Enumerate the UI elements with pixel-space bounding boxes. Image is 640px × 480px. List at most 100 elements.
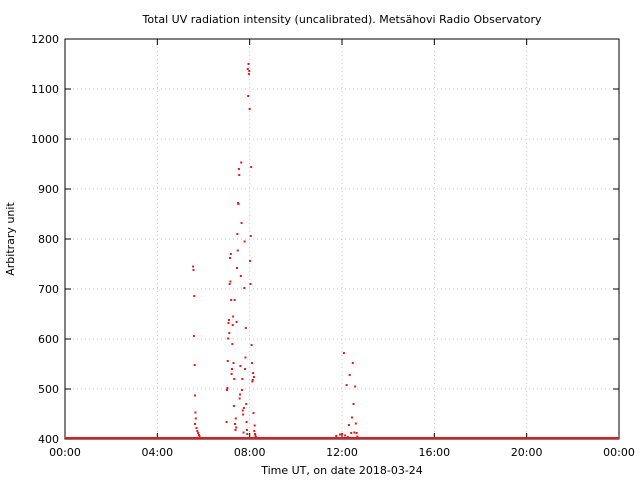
- data-point: [235, 426, 238, 429]
- data-point: [194, 423, 197, 425]
- data-point: [226, 387, 229, 389]
- data-point: [227, 319, 230, 321]
- data-point: [237, 168, 240, 170]
- data-point: [351, 362, 354, 364]
- data-point: [244, 368, 247, 370]
- data-point: [246, 68, 249, 70]
- data-point: [253, 430, 256, 432]
- data-point: [192, 269, 195, 271]
- data-point: [246, 433, 249, 435]
- data-point: [228, 332, 231, 334]
- data-point: [244, 327, 247, 329]
- data-point: [341, 433, 343, 435]
- data-point: [242, 431, 245, 434]
- data-point: [243, 240, 246, 243]
- data-point: [254, 433, 257, 435]
- data-point: [242, 407, 245, 409]
- y-tick-label: 1100: [31, 83, 59, 96]
- x-axis-label: Time UT, on date 2018-03-24: [260, 464, 423, 477]
- data-point: [345, 384, 348, 386]
- data-point: [227, 322, 230, 324]
- data-point: [356, 435, 359, 438]
- data-point: [232, 315, 235, 318]
- data-point: [253, 424, 256, 427]
- data-point: [235, 321, 238, 323]
- data-point: [230, 373, 233, 375]
- y-tick-label: 1000: [31, 133, 59, 146]
- data-point: [245, 429, 248, 431]
- x-tick-label: 08:00: [234, 446, 266, 459]
- data-point: [227, 337, 230, 340]
- data-point: [233, 299, 236, 301]
- data-point: [242, 413, 245, 416]
- data-point: [241, 409, 244, 412]
- y-tick-label: 800: [38, 233, 59, 246]
- data-point: [335, 435, 338, 437]
- data-point: [247, 73, 250, 75]
- x-tick-label: 20:00: [511, 446, 543, 459]
- data-point: [236, 233, 239, 235]
- data-point: [229, 257, 232, 259]
- grid: [65, 39, 619, 439]
- x-tick-label: 12:00: [326, 446, 358, 459]
- tick-labels: 400 500 600 700 800 900 1000 1100 1200 00:00 04:00…: [31, 33, 635, 459]
- data-point: [193, 364, 196, 366]
- data-point: [250, 344, 253, 346]
- data-point: [254, 436, 257, 438]
- data-point: [229, 253, 232, 255]
- data-point: [231, 343, 234, 345]
- data-point: [252, 376, 255, 378]
- data-point: [254, 434, 257, 437]
- data-point: [355, 432, 358, 434]
- data-point: [252, 372, 255, 374]
- data-point: [248, 70, 251, 72]
- data-point: [250, 166, 253, 168]
- y-tick-label: 400: [38, 433, 59, 446]
- series: [65, 63, 619, 439]
- data-point: [231, 324, 234, 326]
- x-tick-label: 16:00: [418, 446, 450, 459]
- data-point: [344, 434, 347, 437]
- x-tick-label: 00:00: [49, 446, 81, 459]
- y-axis-label: Arbitrary unit: [4, 202, 17, 276]
- data-point: [195, 427, 198, 429]
- chart-title: Total UV radiation intensity (uncalibrat…: [142, 13, 542, 26]
- data-point: [197, 432, 200, 434]
- data-point: [241, 378, 244, 380]
- data-point: [249, 283, 252, 285]
- data-point: [232, 362, 235, 364]
- y-tick-label: 1200: [31, 33, 59, 46]
- data-point: [353, 431, 356, 434]
- data-point: [339, 433, 342, 436]
- data-point: [240, 389, 243, 391]
- data-point: [350, 432, 353, 434]
- data-point: [245, 403, 248, 405]
- data-point: [193, 295, 196, 297]
- data-point: [194, 417, 197, 420]
- data-point: [240, 222, 243, 224]
- data-point: [346, 436, 349, 438]
- data-point: [236, 249, 239, 252]
- data-point: [351, 416, 354, 419]
- data-point: [347, 424, 350, 426]
- data-point: [239, 365, 242, 367]
- y-tick-label: 700: [38, 283, 59, 296]
- data-point: [248, 108, 251, 110]
- data-point: [225, 421, 228, 423]
- data-point: [238, 397, 241, 400]
- data-point: [230, 368, 233, 370]
- data-point: [196, 430, 199, 432]
- data-point: [352, 403, 355, 405]
- data-point: [194, 411, 197, 414]
- data-point: [194, 394, 197, 397]
- data-point: [249, 260, 252, 262]
- x-tick-label: 00:00: [603, 446, 635, 459]
- data-point: [228, 283, 231, 285]
- data-point: [198, 435, 201, 438]
- data-point: [232, 405, 235, 407]
- y-tick-label: 600: [38, 333, 59, 346]
- data-point: [233, 378, 236, 380]
- data-point: [247, 95, 250, 97]
- data-point: [354, 422, 357, 425]
